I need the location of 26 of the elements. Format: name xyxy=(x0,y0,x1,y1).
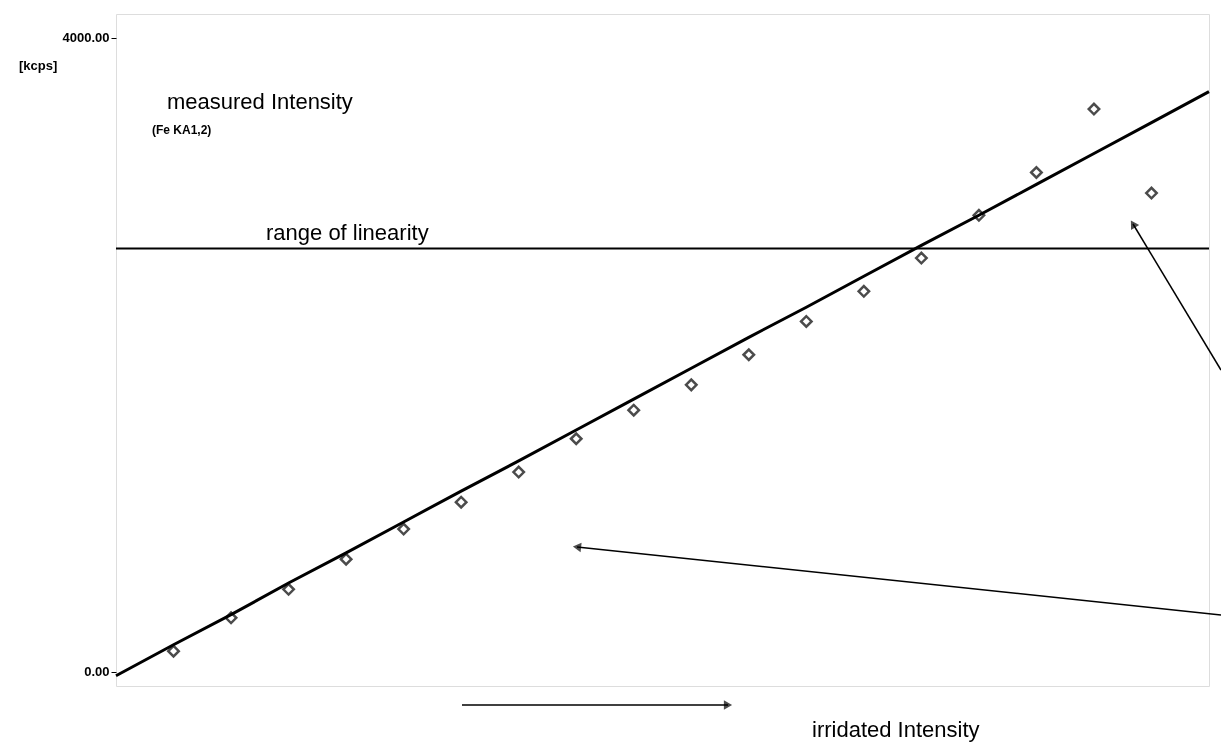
point xyxy=(742,348,756,362)
point xyxy=(857,284,871,298)
text: [kcps] xyxy=(19,58,58,73)
ref-line-label: range of linearity xyxy=(266,219,429,245)
annotation: (Fe KA1,2) xyxy=(152,123,212,137)
point xyxy=(1144,186,1158,200)
point xyxy=(1029,166,1043,179)
point xyxy=(454,495,468,509)
point xyxy=(569,432,583,446)
y-tick-label: 4000.00 xyxy=(62,30,110,46)
y-axis-title: measured Intensity xyxy=(167,89,353,114)
point xyxy=(167,644,181,658)
x-axis-title: irridated Intensity xyxy=(812,717,980,742)
point xyxy=(282,582,296,596)
point xyxy=(627,403,641,417)
y-tick-label: 0.00 xyxy=(84,664,110,680)
line-series xyxy=(114,90,1211,678)
point xyxy=(224,611,238,625)
point xyxy=(799,314,813,328)
point xyxy=(1087,102,1101,116)
point xyxy=(972,208,986,222)
point xyxy=(512,465,526,479)
point xyxy=(397,522,411,536)
point xyxy=(339,552,353,566)
point xyxy=(684,378,698,392)
point xyxy=(914,251,928,265)
